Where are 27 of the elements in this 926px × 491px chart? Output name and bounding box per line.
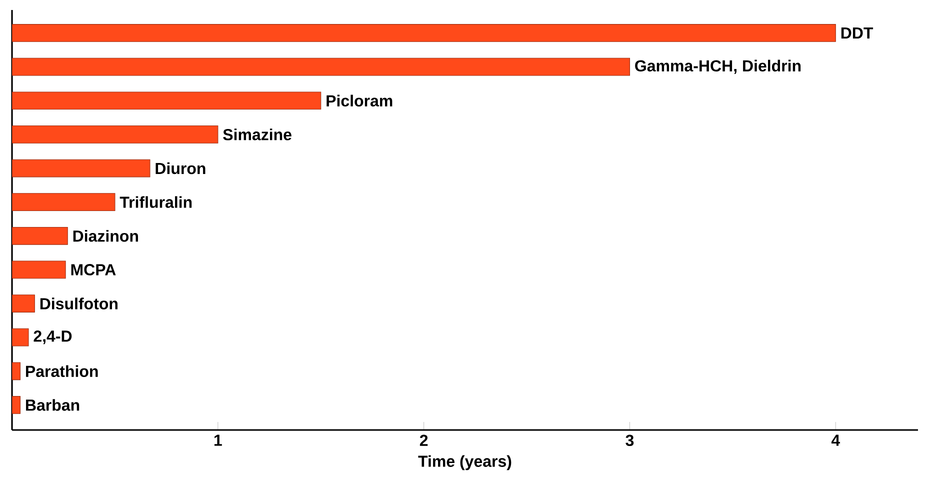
y-tick-label: Parathion [26,365,98,378]
x-tick-label: 4 [831,434,840,446]
y-tick-label: Gamma-HCH, Dieldrin [635,60,801,74]
y-tick-label: Diuron [156,162,206,174]
bar [12,126,218,144]
bar [12,92,322,110]
y-tick-label: Picloram [326,94,392,106]
bar [12,58,630,76]
bar [12,226,68,245]
y-tick-label: 2,4-D [34,330,72,344]
y-tick-label: Diazinon [73,230,138,242]
x-axis-title: Time (years) [418,455,512,470]
x-tick-label: 2 [420,434,428,446]
bar [12,328,29,346]
bar [12,24,836,42]
y-tick-label: MCPA [71,264,116,276]
y-tick-label: Disulfoton [40,298,118,310]
y-tick-label: Trifluralin [120,196,192,208]
bar [12,159,150,178]
x-tick-label: 1 [214,434,222,446]
y-tick-label: DDT [841,27,874,38]
y-tick-label: Simazine [223,128,292,140]
bar [12,294,35,312]
bar [12,193,116,212]
x-tick-label: 3 [626,434,634,446]
y-tick-label: Barban [26,399,80,411]
bar [12,260,66,279]
